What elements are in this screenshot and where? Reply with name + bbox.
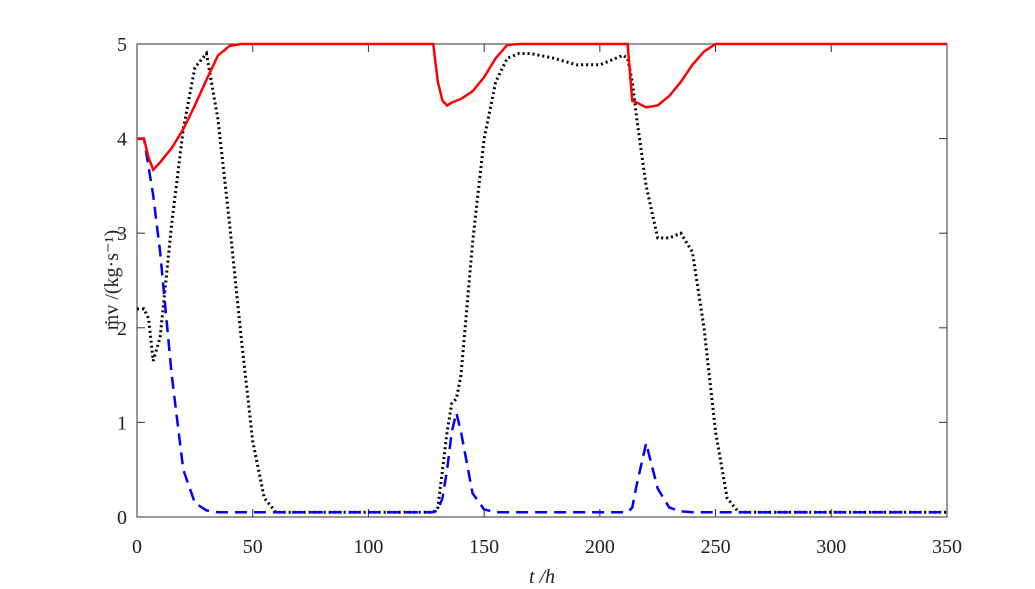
y-tick-label: 5 xyxy=(117,34,127,56)
x-tick-label: 300 xyxy=(816,536,846,558)
x-tick-label: 0 xyxy=(132,536,142,558)
y-axis-label: ṁv /(kg·s⁻¹) xyxy=(101,230,123,330)
x-axis-label: t /h xyxy=(529,566,555,588)
series-line xyxy=(137,137,947,514)
y-tick-label: 2 xyxy=(117,318,127,340)
x-tick-label: 250 xyxy=(701,536,731,558)
series-line xyxy=(137,42,947,173)
series-line xyxy=(137,49,947,514)
x-tick-label: 50 xyxy=(243,536,263,558)
x-tick-label: 200 xyxy=(585,536,615,558)
plot-frame xyxy=(136,43,948,518)
y-tick-label: 0 xyxy=(117,507,127,529)
x-tick-label: 350 xyxy=(932,536,962,558)
x-tick-label: 100 xyxy=(353,536,383,558)
x-tick-label: 150 xyxy=(469,536,499,558)
y-tick-label: 1 xyxy=(117,412,127,434)
y-tick-label: 3 xyxy=(117,223,127,245)
y-tick-label: 4 xyxy=(117,129,127,151)
